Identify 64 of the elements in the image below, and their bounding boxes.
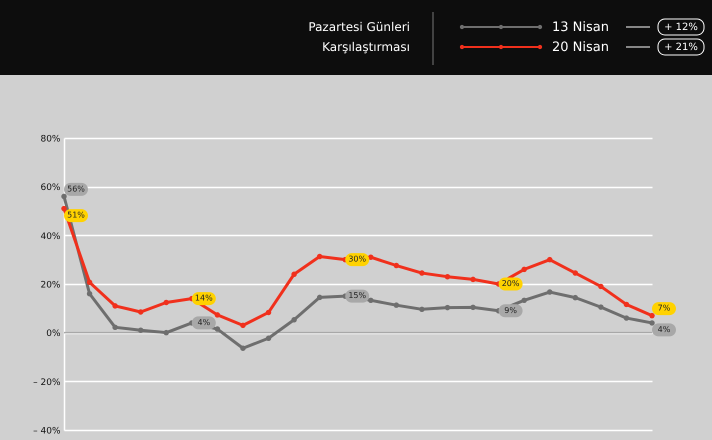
point xyxy=(624,315,630,321)
point xyxy=(598,284,604,290)
data-label: 4% xyxy=(658,324,671,334)
data-label: 30% xyxy=(348,254,367,264)
point xyxy=(444,304,450,310)
point xyxy=(291,272,297,277)
point xyxy=(444,274,450,280)
legend-label: 20 Nisan xyxy=(552,40,609,55)
point xyxy=(368,298,374,304)
data-label: 4% xyxy=(197,318,211,327)
point xyxy=(164,300,169,306)
point xyxy=(598,304,604,310)
y-tick-label: 0% xyxy=(46,329,61,340)
point xyxy=(572,294,578,300)
data-label: 51% xyxy=(67,210,86,220)
point xyxy=(214,312,220,318)
y-tick-label: 40% xyxy=(40,232,61,242)
y-tick-label: 60% xyxy=(40,183,61,194)
y-tick-label: 80% xyxy=(40,134,61,144)
point xyxy=(470,276,476,282)
point xyxy=(266,310,272,316)
point xyxy=(138,309,144,315)
point xyxy=(547,256,552,262)
point xyxy=(649,320,655,326)
point xyxy=(419,270,425,276)
y-tick-label: 20% xyxy=(40,280,61,290)
data-label: 14% xyxy=(194,294,214,303)
point xyxy=(214,326,220,332)
text: + 12% xyxy=(664,22,698,33)
point xyxy=(649,312,655,318)
point xyxy=(368,254,374,260)
y-tick-label: – 40% xyxy=(33,426,61,436)
point xyxy=(316,294,322,300)
point xyxy=(572,270,578,276)
point xyxy=(316,254,322,260)
point xyxy=(164,330,169,336)
point xyxy=(394,262,400,268)
data-label: 9% xyxy=(504,306,518,315)
point xyxy=(419,306,425,312)
data-label: 20% xyxy=(502,279,520,288)
chart-title: Pazartesi Günleri Karşılaştırması xyxy=(308,20,410,54)
point xyxy=(112,324,118,330)
legend-label: 13 Nisan xyxy=(552,20,609,35)
point xyxy=(624,302,630,308)
point xyxy=(521,298,527,304)
point xyxy=(521,266,527,272)
text: + 21% xyxy=(664,42,698,53)
data-label: 15% xyxy=(348,291,367,300)
point xyxy=(470,304,476,310)
point xyxy=(240,346,246,351)
point xyxy=(266,336,272,341)
point xyxy=(240,322,246,328)
data-label: 7% xyxy=(658,304,671,313)
point xyxy=(291,317,297,323)
point xyxy=(61,194,67,200)
point xyxy=(86,280,92,286)
point xyxy=(61,206,67,212)
point xyxy=(394,302,400,308)
y-tick-label: – 20% xyxy=(33,378,61,388)
data-label: 56% xyxy=(67,184,86,194)
point xyxy=(138,328,144,333)
point xyxy=(112,303,118,309)
point xyxy=(86,291,92,296)
point xyxy=(547,289,552,295)
